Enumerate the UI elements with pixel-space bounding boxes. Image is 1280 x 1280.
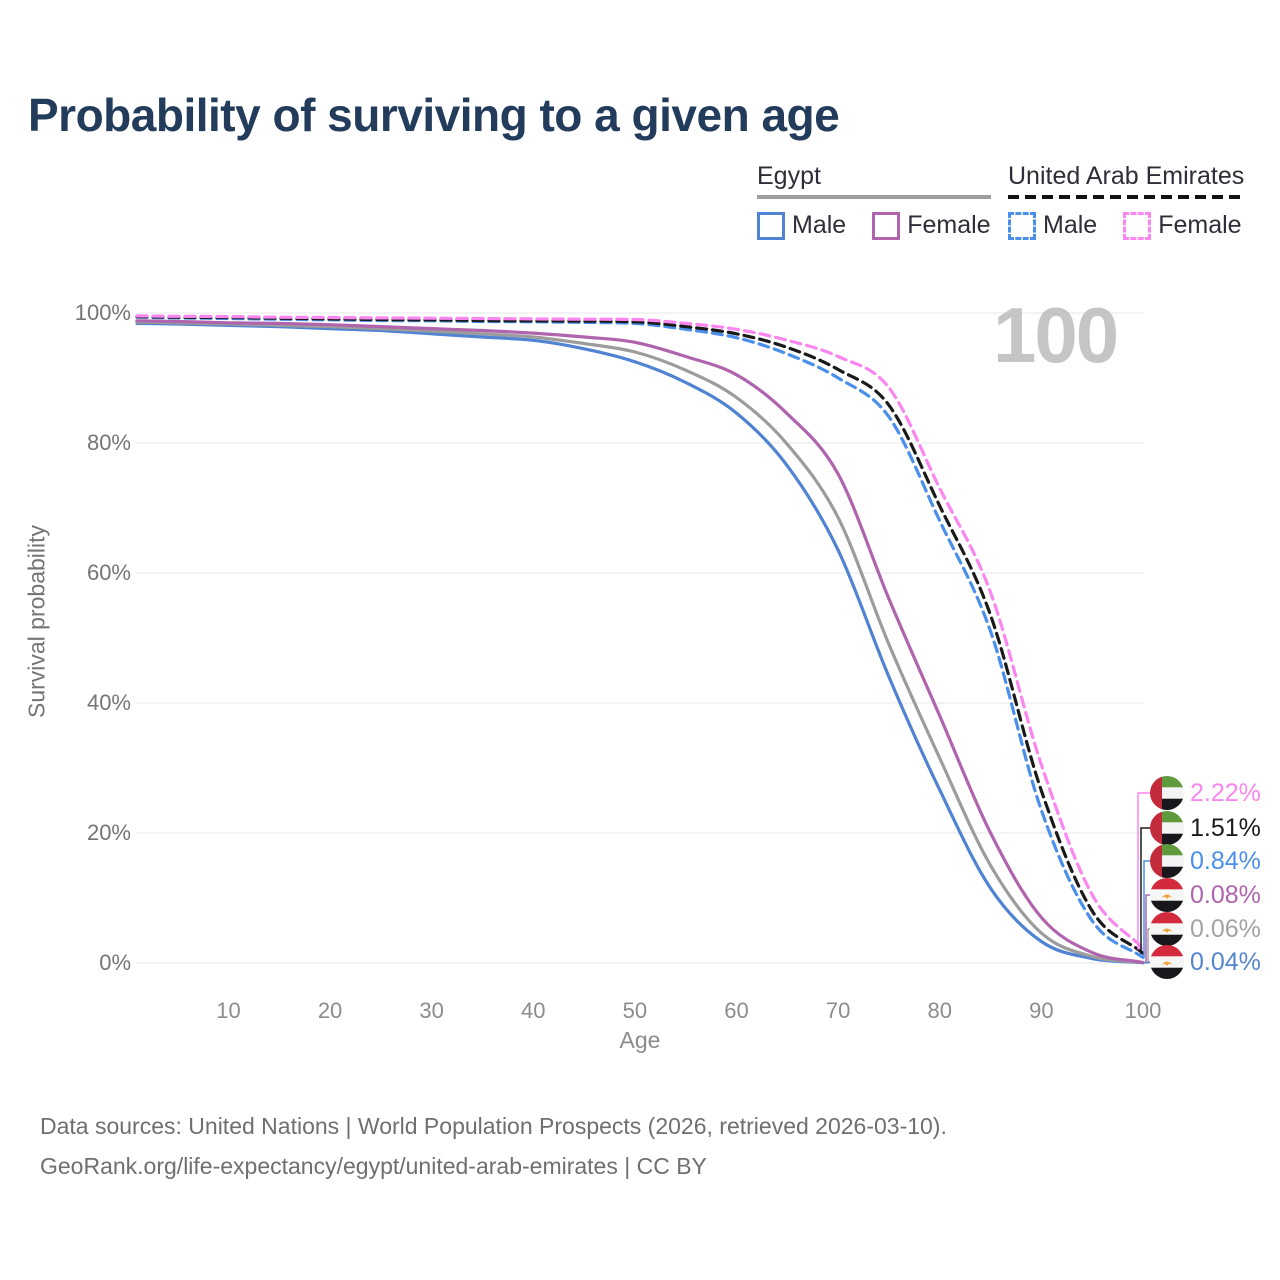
page-title: Probability of surviving to a given age (28, 89, 840, 141)
footer: Data sources: United Nations | World Pop… (40, 1106, 947, 1186)
legend-label-uae-male: Male (1043, 211, 1098, 239)
end-value-label: 1.51% (1190, 813, 1261, 842)
legend-item-uae-female[interactable]: Female (1123, 211, 1242, 240)
age-watermark: 100 (993, 291, 1119, 379)
y-tick-60: 60% (86, 560, 131, 585)
y-tick-20: 20% (86, 820, 131, 845)
legend-group-uae: United Arab Emirates Male Female (1008, 162, 1245, 240)
end-label-uae-1.51%: 1.51% (1150, 811, 1261, 845)
legend-row-uae: Male Female (1008, 211, 1244, 240)
series-line-uae-female (135, 314, 1145, 951)
legend-group-egypt: Egypt Male Female (757, 162, 991, 240)
y-tick-100: 100% (74, 300, 131, 325)
end-connector-2 (1143, 860, 1150, 959)
flag-egypt-icon (1150, 912, 1184, 946)
series-line-egypt-male (135, 321, 1145, 965)
legend-label-egypt-male: Male (792, 211, 847, 239)
legend-swatch-egypt-female (872, 211, 901, 240)
y-tick-0: 0% (99, 950, 131, 975)
end-value-label: 0.06% (1190, 914, 1261, 943)
series-line-egypt-both (135, 320, 1145, 965)
end-connector-1 (1140, 827, 1150, 954)
legend-swatch-uae-male (1008, 211, 1036, 240)
flag-egypt-icon (1150, 878, 1184, 912)
flag-uae-icon (1150, 811, 1184, 845)
legend-country-uae: United Arab Emirates (1008, 162, 1245, 190)
end-value-label: 0.84% (1190, 846, 1261, 875)
end-label-uae-2.22%: 2.22% (1150, 776, 1261, 810)
x-tick-50: 50 (622, 998, 648, 1023)
x-tick-100: 100 (1124, 998, 1162, 1023)
x-tick-80: 80 (927, 998, 952, 1023)
x-tick-30: 30 (419, 998, 444, 1023)
flag-egypt-icon (1150, 945, 1184, 979)
flag-uae-icon (1150, 844, 1184, 878)
x-tick-20: 20 (317, 998, 343, 1023)
legend-underline-solid (757, 195, 991, 199)
legend-swatch-egypt-male (757, 211, 785, 240)
end-label-egypt-0.06%: 0.06% (1150, 912, 1261, 946)
end-label-egypt-0.08%: 0.08% (1150, 878, 1261, 912)
legend-item-egypt-female[interactable]: Female (872, 211, 991, 240)
end-connector-5 (1143, 961, 1150, 964)
series-line-uae-male (135, 315, 1145, 960)
legend-label-egypt-female: Female (907, 211, 991, 239)
end-value-label: 0.04% (1190, 947, 1261, 976)
x-axis-title: Age (619, 1027, 661, 1053)
x-tick-40: 40 (521, 998, 546, 1023)
end-label-egypt-0.04%: 0.04% (1150, 945, 1261, 979)
footer-url-line: GeoRank.org/life-expectancy/egypt/united… (40, 1153, 707, 1179)
x-tick-60: 60 (724, 998, 749, 1023)
footer-sources-line: Data sources: United Nations | World Pop… (40, 1113, 947, 1139)
legend-country-egypt: Egypt (757, 162, 821, 190)
end-value-label: 2.22% (1190, 778, 1261, 807)
x-tick-70: 70 (825, 998, 851, 1023)
y-tick-80: 80% (86, 430, 131, 455)
x-tick-90: 90 (1029, 998, 1054, 1023)
legend-swatch-uae-female (1123, 211, 1152, 240)
legend-item-egypt-male[interactable]: Male (757, 211, 846, 240)
end-value-label: 0.08% (1190, 880, 1261, 909)
end-label-uae-0.84%: 0.84% (1150, 844, 1261, 878)
legend-row-egypt: Male Female (757, 211, 991, 240)
x-tick-10: 10 (216, 998, 241, 1023)
series-line-egypt-female (135, 319, 1145, 965)
y-tick-40: 40% (86, 690, 131, 715)
flag-uae-icon (1150, 776, 1184, 810)
legend-underline-dashed (1008, 195, 1245, 199)
legend-label-uae-female: Female (1158, 211, 1242, 239)
legend-item-uae-male[interactable]: Male (1008, 211, 1097, 240)
